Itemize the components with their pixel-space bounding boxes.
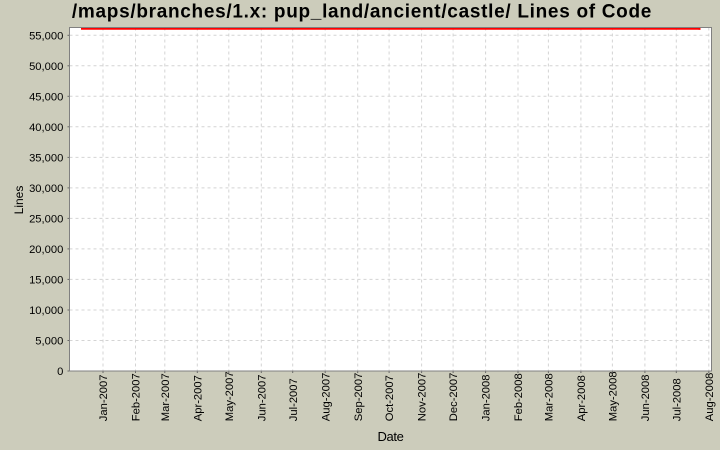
svg-text:40,000: 40,000: [29, 122, 63, 134]
svg-text:May-2008: May-2008: [608, 371, 620, 421]
svg-text:Apr-2008: Apr-2008: [576, 375, 588, 421]
svg-text:Lines: Lines: [12, 186, 26, 215]
svg-text:Feb-2008: Feb-2008: [513, 373, 525, 421]
svg-text:Aug-2007: Aug-2007: [320, 373, 332, 422]
svg-text:20,000: 20,000: [29, 244, 63, 256]
svg-text:Sep-2007: Sep-2007: [353, 373, 365, 422]
svg-text:5,000: 5,000: [35, 336, 63, 348]
svg-text:Apr-2007: Apr-2007: [192, 375, 204, 421]
svg-text:Jun-2008: Jun-2008: [640, 375, 652, 422]
svg-text:Date: Date: [377, 429, 403, 444]
svg-text:/maps/branches/1.x: pup_land/a: /maps/branches/1.x: pup_land/ancient/cas…: [72, 2, 652, 23]
svg-text:Aug-2008: Aug-2008: [704, 373, 716, 422]
svg-text:25,000: 25,000: [29, 213, 63, 225]
svg-text:Jan-2007: Jan-2007: [98, 375, 110, 422]
svg-text:Dec-2007: Dec-2007: [448, 373, 460, 422]
svg-text:50,000: 50,000: [29, 61, 63, 73]
svg-text:Mar-2007: Mar-2007: [160, 373, 172, 421]
svg-text:0: 0: [57, 366, 63, 378]
svg-text:Feb-2007: Feb-2007: [131, 373, 143, 421]
svg-text:May-2007: May-2007: [224, 371, 236, 421]
svg-text:Nov-2007: Nov-2007: [417, 373, 429, 422]
svg-text:Jul-2007: Jul-2007: [288, 378, 300, 421]
svg-text:Jan-2008: Jan-2008: [481, 375, 493, 422]
svg-text:10,000: 10,000: [29, 305, 63, 317]
svg-text:55,000: 55,000: [29, 30, 63, 42]
svg-text:30,000: 30,000: [29, 183, 63, 195]
svg-text:15,000: 15,000: [29, 274, 63, 286]
svg-text:Jun-2007: Jun-2007: [256, 375, 268, 422]
svg-text:Mar-2008: Mar-2008: [544, 373, 556, 421]
svg-text:35,000: 35,000: [29, 152, 63, 164]
svg-text:45,000: 45,000: [29, 91, 63, 103]
svg-text:Jul-2008: Jul-2008: [671, 378, 683, 421]
svg-text:Oct-2007: Oct-2007: [384, 375, 396, 421]
